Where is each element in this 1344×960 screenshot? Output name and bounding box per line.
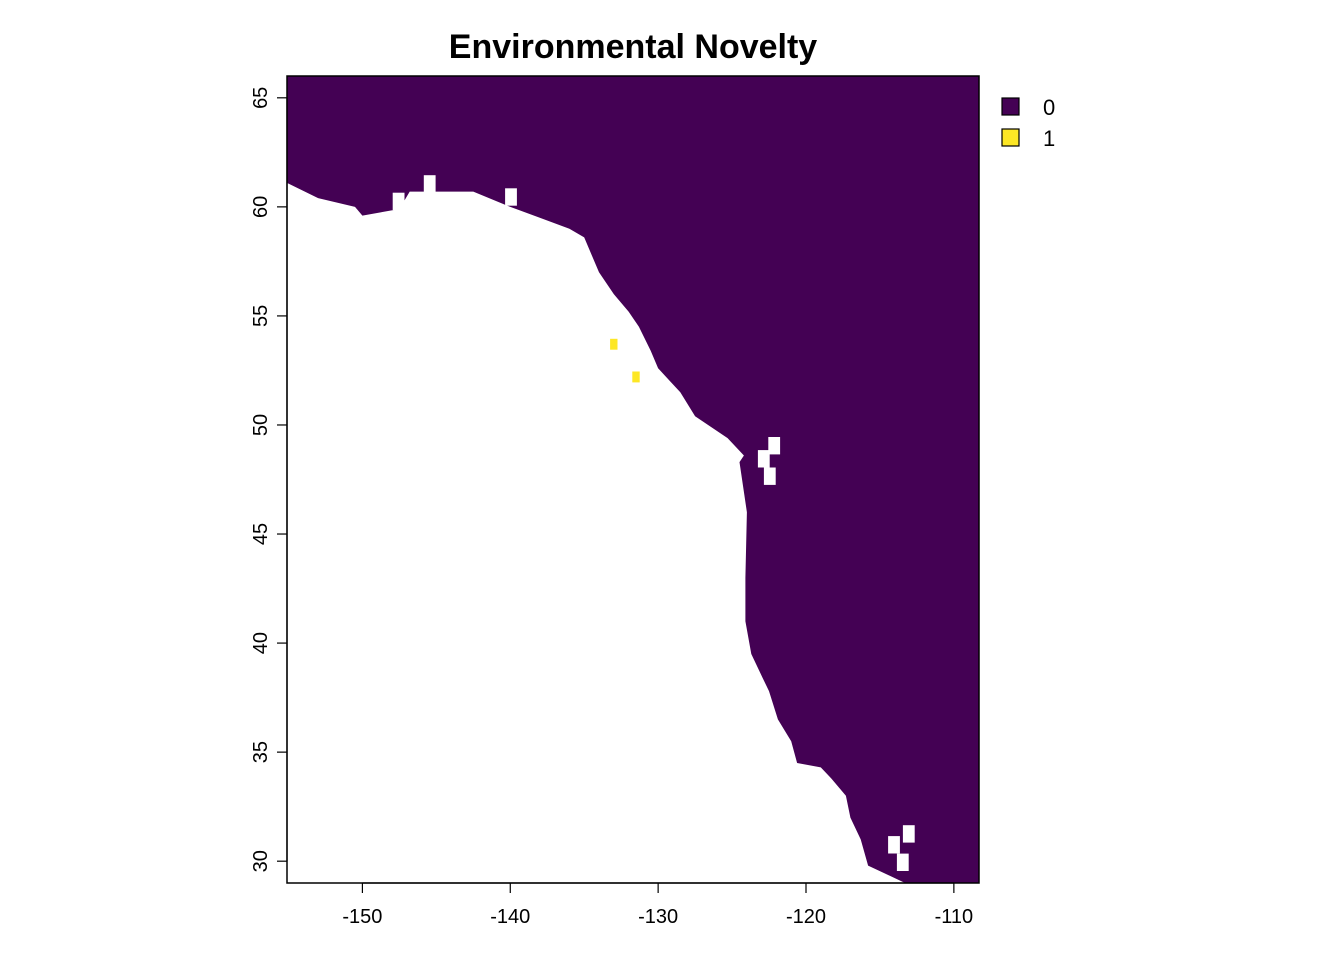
raster-cell-value-1 [610,338,618,350]
x-tick-label: -140 [490,906,530,928]
raster-region-value-0 [287,76,979,883]
raster-cell-no-data [888,836,900,854]
y-axis: 30 35 40 45 50 55 60 65 [250,87,288,872]
raster-cell-no-data [896,853,909,871]
y-tick-label: 65 [250,87,272,109]
y-tick-label: 50 [250,414,272,436]
x-tick-label: -130 [638,906,678,928]
raster-cell-no-data [423,175,436,193]
raster-cell-no-data [392,192,405,211]
legend-swatch [1001,97,1020,116]
raster-cell-no-data [505,188,517,206]
raster-cell-no-data [763,467,776,485]
legend: 01 [1001,95,1055,151]
y-tick-label: 40 [250,632,272,654]
raster-cell-value-1 [632,371,640,383]
raster-cell-no-data [768,437,781,455]
y-tick-label: 30 [250,850,272,872]
raster-plot-area [286,75,980,884]
x-tick-label: -120 [786,906,826,928]
legend-label: 0 [1043,95,1055,120]
x-tick-label: -110 [935,906,974,928]
y-tick-label: 35 [250,741,272,763]
legend-label: 1 [1043,126,1055,151]
legend-swatch [1001,128,1020,147]
chart-title: Environmental Novelty [449,28,818,66]
raster-layer [287,76,979,883]
x-tick-label: -150 [342,906,382,928]
y-tick-label: 60 [250,196,272,218]
raster-cell-no-data [902,825,915,843]
raster-cell-no-data [757,450,770,468]
x-axis: -150 -140 -130 -120 -110 [342,882,974,928]
y-tick-label: 45 [250,523,272,545]
y-tick-label: 55 [250,305,272,327]
